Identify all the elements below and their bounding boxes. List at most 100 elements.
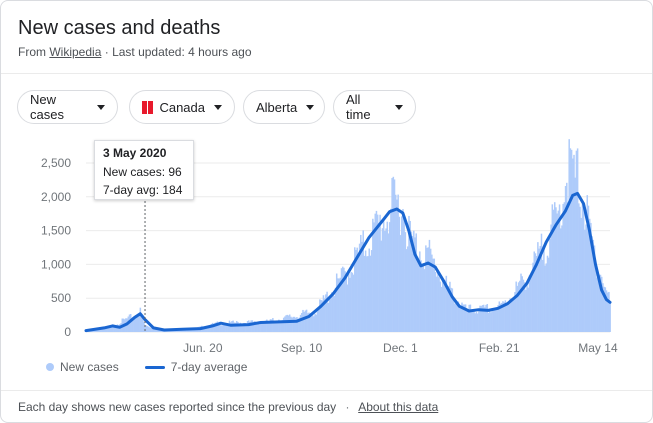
new-cases-bar	[386, 221, 389, 332]
new-cases-bar	[114, 326, 116, 332]
new-cases-bar	[329, 298, 332, 332]
new-cases-bar	[584, 229, 586, 332]
new-cases-bar	[379, 214, 381, 332]
new-cases-bar	[438, 277, 440, 332]
new-cases-bar	[445, 275, 448, 332]
metric-dropdown[interactable]: New cases	[17, 90, 118, 124]
new-cases-bar	[239, 322, 242, 332]
new-cases-bar	[323, 298, 326, 332]
new-cases-bar	[99, 329, 102, 332]
new-cases-bar	[552, 209, 555, 332]
new-cases-bar	[572, 158, 574, 332]
new-cases-bar	[598, 274, 601, 332]
new-cases-bar	[527, 287, 529, 332]
new-cases-bar	[557, 210, 560, 332]
new-cases-bar	[522, 279, 525, 332]
new-cases-bar	[146, 326, 149, 332]
new-cases-bar	[139, 307, 142, 332]
new-cases-bar	[535, 255, 538, 332]
new-cases-bar	[402, 209, 404, 332]
new-cases-bar	[250, 320, 252, 332]
new-cases-bar	[593, 245, 596, 332]
new-cases-bar	[464, 304, 467, 332]
new-cases-bar	[472, 310, 474, 332]
new-cases-bar	[488, 308, 491, 332]
new-cases-bar	[191, 329, 193, 332]
new-cases-bar	[461, 302, 463, 332]
new-cases-bar	[110, 325, 113, 332]
new-cases-bar	[526, 283, 528, 332]
new-cases-bar	[363, 255, 366, 332]
about-data-link[interactable]: About this data	[358, 400, 439, 414]
new-cases-bar	[549, 238, 551, 332]
new-cases-bar	[564, 186, 567, 332]
country-dropdown[interactable]: Canada	[129, 90, 235, 124]
new-cases-bar	[225, 324, 227, 332]
new-cases-bar	[237, 321, 239, 332]
new-cases-bar	[476, 313, 479, 332]
new-cases-bar	[380, 240, 383, 332]
time-range-label: All time	[346, 92, 371, 122]
footer: Each day shows new cases reported since …	[18, 400, 438, 414]
new-cases-bar	[574, 177, 576, 332]
new-cases-bar	[332, 293, 334, 332]
new-cases-bar	[581, 203, 584, 332]
new-cases-bar	[594, 261, 597, 332]
new-cases-bar	[307, 313, 309, 332]
new-cases-bar	[154, 328, 156, 332]
new-cases-bar	[558, 204, 561, 332]
new-cases-bar	[317, 306, 320, 332]
new-cases-bar	[304, 310, 307, 332]
time-range-dropdown[interactable]: All time	[333, 90, 416, 124]
region-dropdown[interactable]: Alberta	[243, 90, 325, 124]
y-tick-label: 0	[64, 325, 71, 339]
new-cases-bar	[294, 317, 297, 332]
new-cases-bar	[604, 287, 607, 332]
new-cases-bar	[351, 272, 354, 332]
cases-chart[interactable]: 0 500 1,000 1,500 2,000 2,500 Jun. 20 Sep. 10 D…	[1, 131, 652, 361]
y-axis-ticks: 0 500 1,000 1,500 2,000 2,500	[41, 156, 71, 339]
new-cases-bar	[417, 258, 420, 332]
footer-divider	[1, 390, 652, 391]
new-cases-bar	[507, 301, 509, 332]
new-cases-bar	[579, 206, 581, 332]
new-cases-bar	[586, 195, 589, 332]
new-cases-bar	[462, 304, 464, 332]
new-cases-bar	[434, 272, 437, 332]
new-cases-bar	[369, 255, 372, 332]
new-cases-bar	[249, 321, 251, 332]
new-cases-bar	[540, 233, 543, 332]
average-swatch	[144, 365, 165, 369]
wikipedia-link[interactable]: Wikipedia	[49, 45, 102, 59]
new-cases-bar	[446, 286, 449, 332]
new-cases-bar	[505, 303, 508, 332]
y-tick-label: 2,500	[41, 156, 71, 170]
new-cases-bar	[470, 310, 473, 332]
new-cases-bar	[241, 323, 244, 332]
new-cases-bar	[349, 277, 351, 332]
new-cases-bar	[394, 194, 397, 332]
new-cases-bar	[447, 286, 450, 332]
new-cases-bar	[605, 290, 608, 332]
new-cases-bar	[496, 308, 498, 332]
caret-down-icon	[395, 104, 403, 110]
new-cases-bar	[580, 217, 582, 332]
new-cases-bar	[452, 297, 455, 332]
new-cases-bar	[281, 320, 284, 332]
new-cases-bar	[458, 306, 461, 332]
new-cases-bar	[391, 178, 393, 332]
new-cases-bar	[305, 309, 308, 332]
new-cases-bar	[397, 194, 399, 332]
new-cases-bar	[202, 327, 204, 332]
new-cases-bar	[428, 239, 431, 332]
new-cases-bar	[450, 287, 452, 332]
new-cases-bar	[560, 228, 562, 332]
new-cases-bar	[337, 278, 339, 332]
new-cases-bar	[390, 208, 392, 332]
new-cases-bar	[521, 276, 523, 332]
new-cases-bar	[440, 286, 443, 332]
new-cases-bar	[105, 326, 108, 332]
new-cases-bar	[188, 329, 191, 332]
new-cases-bar	[556, 213, 558, 332]
new-cases-bar	[140, 313, 143, 332]
